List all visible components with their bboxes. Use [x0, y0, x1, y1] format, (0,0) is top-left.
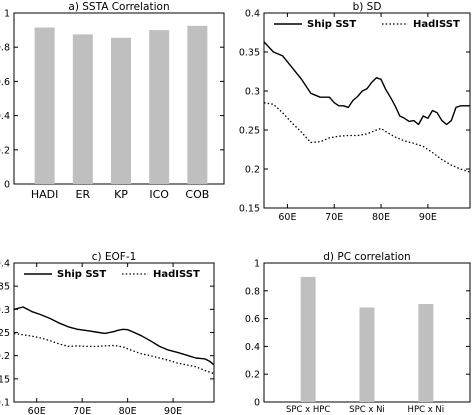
legend-label: HadISST: [153, 269, 200, 280]
bar-spc-x-hpc: [300, 276, 316, 402]
y-tick-label: 0.2: [0, 351, 10, 362]
x-tick-label: 60E: [28, 406, 46, 415]
y-tick-label: 0: [254, 398, 260, 409]
panel-title: c) EOF-1: [92, 251, 137, 263]
y-tick-label: 0.1: [0, 398, 10, 409]
y-tick-label: 0.15: [0, 374, 10, 385]
x-tick-label: 90E: [419, 212, 437, 223]
panel-title: d) PC correlation: [323, 251, 410, 263]
y-tick-label: 0.15: [239, 204, 260, 215]
y-tick-label: 0.4: [0, 111, 10, 122]
panel-3: c) EOF-1 0.1 0.15 0.2 0.25 0.3 0.35 0.4 60E 70E 80…: [0, 251, 215, 415]
x-category-label: ER: [76, 188, 91, 201]
y-tick-label: 0.4: [245, 342, 260, 353]
y-tick-label: 1: [4, 9, 10, 20]
y-tick-label: 0.25: [0, 328, 10, 339]
x-tick-label: 80E: [372, 212, 390, 223]
y-tick-label: 0.6: [245, 314, 260, 325]
y-tick-label: 0.2: [0, 145, 10, 156]
panel-4: d) PC correlation 0 0.2 0.4 0.6 0.8 1 SPC x HPC…: [245, 251, 471, 415]
series-line-hadisst: [13, 332, 215, 375]
y-tick-label: 0.3: [245, 87, 260, 98]
x-category-label: HPC x Ni: [408, 405, 445, 415]
plot-frame: [263, 12, 471, 209]
series-line-ship-sst: [263, 41, 470, 126]
y-tick-label: 0.35: [239, 48, 260, 59]
y-tick-label: 0.2: [245, 165, 260, 176]
x-category-label: COB: [185, 188, 209, 201]
panel-2: b) SD 0.15 0.2 0.25 0.3 0.35 0.4 60E 70E 80E 90E Sh…: [239, 1, 471, 223]
x-category-label: SPC x HPC: [286, 405, 330, 415]
bar-hadi: [34, 27, 55, 184]
x-category-label: SPC x Ni: [349, 405, 385, 415]
legend-label: Ship SST: [307, 19, 356, 30]
y-tick-label: 0.35: [0, 282, 10, 293]
x-tick-label: 70E: [325, 212, 343, 223]
y-tick-label: 0.6: [0, 77, 10, 88]
y-tick-label: 0.4: [245, 9, 260, 20]
y-tick-label: 0.8: [245, 286, 260, 297]
bar-ico: [149, 30, 170, 184]
y-tick-label: 1: [254, 259, 260, 270]
x-category-label: KP: [114, 188, 128, 201]
legend-label: Ship SST: [57, 269, 106, 280]
x-tick-label: 70E: [73, 406, 91, 415]
y-tick-label: 0: [4, 180, 10, 191]
legend-label: HadISST: [413, 19, 460, 30]
bar-kp: [111, 37, 131, 184]
x-tick-label: 90E: [164, 406, 182, 415]
bar-hpc-x-ni: [418, 304, 434, 402]
y-tick-label: 0.8: [0, 43, 10, 54]
series-line-hadisst: [263, 102, 471, 173]
x-tick-label: 60E: [278, 212, 296, 223]
y-tick-label: 0.2: [245, 370, 260, 381]
x-category-label: ICO: [149, 188, 169, 201]
panel-1: a) SSTA Correlation 0 0.2 0.4 0.6 0.8 1 HADI ER K…: [0, 1, 225, 201]
series-line-ship-sst: [13, 306, 215, 366]
plot-frame: [13, 262, 215, 403]
bar-er: [72, 34, 93, 184]
bar-spc-x-ni: [359, 307, 375, 402]
y-tick-label: 0.4: [0, 259, 10, 270]
panel-title: b) SD: [353, 1, 382, 13]
bar-cob: [187, 25, 208, 185]
x-category-label: HADI: [31, 188, 59, 201]
panel-title: a) SSTA Correlation: [68, 1, 169, 13]
x-tick-label: 80E: [119, 406, 137, 415]
y-tick-label: 0.25: [239, 126, 260, 137]
y-tick-label: 0.3: [0, 305, 10, 316]
